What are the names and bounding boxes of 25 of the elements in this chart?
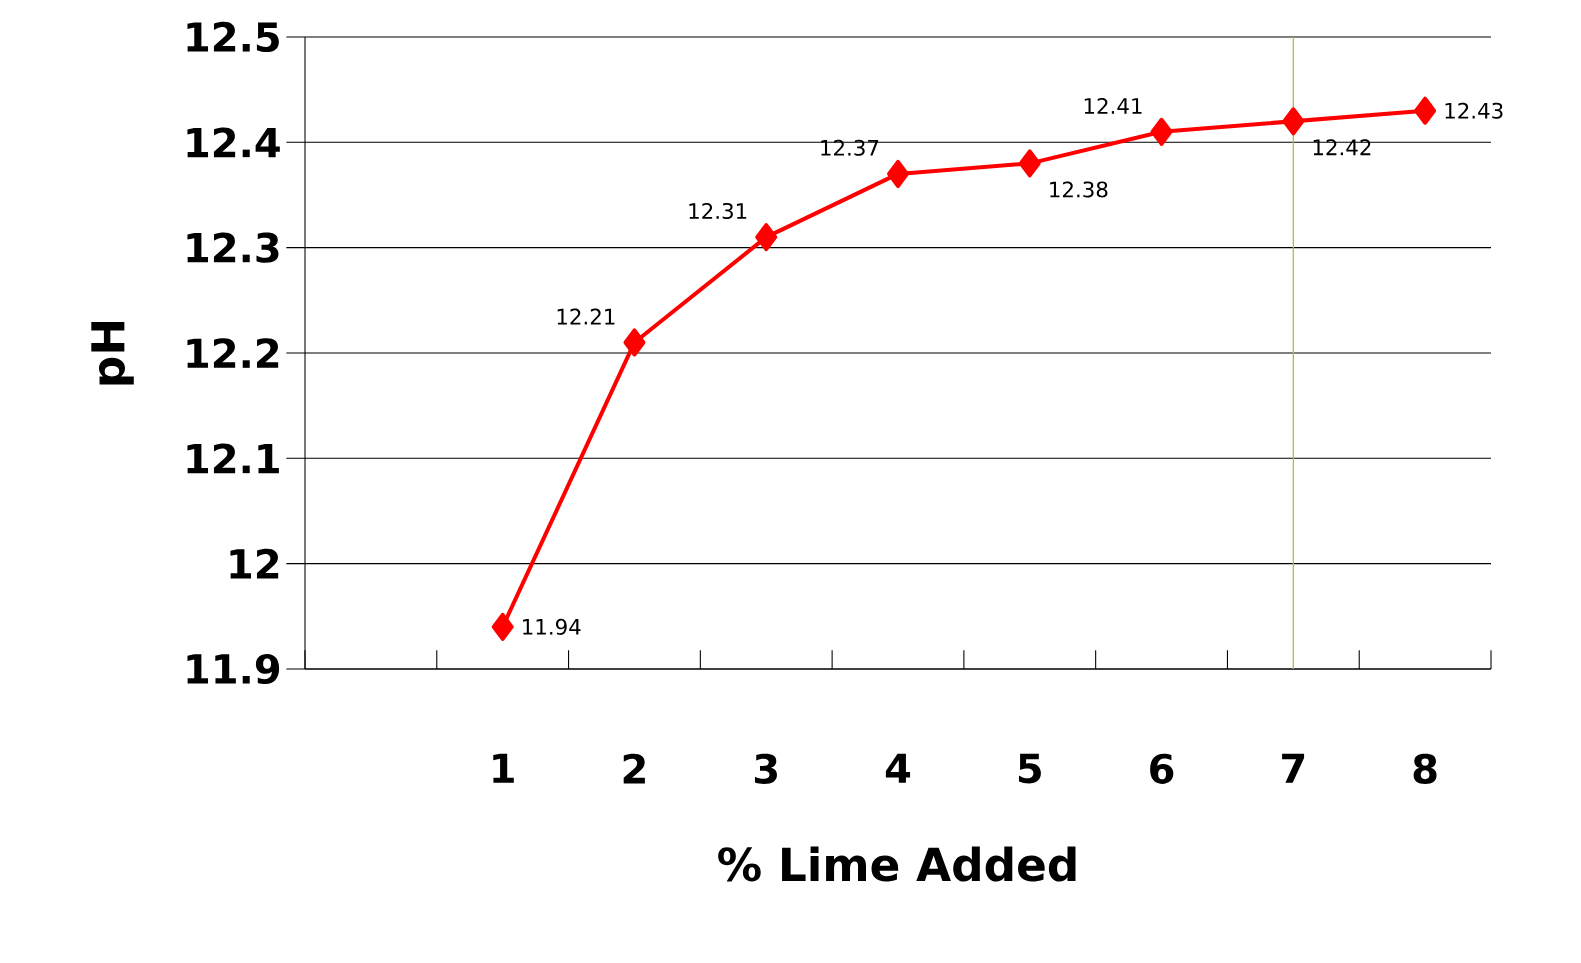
y-tick-label: 12.1 [187, 443, 279, 474]
data-label: 11.94 [523, 618, 581, 635]
data-label: 12.38 [1050, 181, 1108, 198]
x-axis-title: % Lime Added [718, 846, 1076, 882]
data-label: 12.42 [1313, 139, 1371, 156]
x-tick-label: 4 [885, 753, 911, 783]
x-tick-label: 5 [1018, 753, 1041, 784]
y-tick-label: 12.3 [187, 232, 279, 263]
data-label: 12.37 [821, 139, 879, 156]
y-tick-label: 12.4 [187, 127, 280, 158]
x-tick-label: 6 [1150, 753, 1174, 784]
y-tick-label: 12.5 [187, 21, 279, 53]
y-tick-label: 11.9 [187, 653, 280, 685]
data-label: 12.31 [689, 202, 747, 220]
x-tick-label: 1 [493, 753, 514, 783]
y-tick-label: 12 [230, 548, 279, 579]
x-tick-label: 3 [754, 753, 777, 784]
y-axis-title: pH [91, 321, 134, 385]
data-label: 12.41 [1084, 97, 1142, 114]
y-tick-label: 12.2 [187, 338, 279, 368]
x-tick-label: 7 [1282, 753, 1305, 783]
data-label: 12.43 [1445, 102, 1503, 119]
x-tick-label: 8 [1413, 753, 1437, 784]
data-label: 12.21 [557, 308, 615, 325]
x-tick-label: 2 [623, 753, 645, 784]
